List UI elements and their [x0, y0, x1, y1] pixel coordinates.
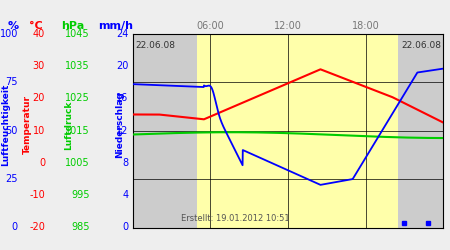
Text: 30: 30	[33, 61, 45, 71]
Text: 8: 8	[122, 158, 128, 168]
Text: 22.06.08: 22.06.08	[135, 41, 175, 50]
Text: Erstellt: 19.01.2012 10:51: Erstellt: 19.01.2012 10:51	[181, 214, 289, 223]
Text: %: %	[7, 21, 18, 31]
Text: 24: 24	[116, 29, 128, 39]
Text: 0: 0	[122, 222, 128, 232]
Text: 1005: 1005	[65, 158, 90, 168]
Text: 0: 0	[12, 222, 18, 232]
Text: 1015: 1015	[65, 126, 90, 136]
Text: 16: 16	[116, 93, 128, 103]
Text: 100: 100	[0, 29, 18, 39]
Text: °C: °C	[29, 21, 43, 31]
Text: 75: 75	[5, 77, 18, 87]
Text: hPa: hPa	[61, 21, 84, 31]
Text: 985: 985	[72, 222, 90, 232]
Text: -10: -10	[29, 190, 45, 200]
Bar	[198, 34, 398, 228]
Text: 50: 50	[5, 126, 18, 136]
Text: 20: 20	[32, 93, 45, 103]
Text: 1045: 1045	[65, 29, 90, 39]
Text: Niederschlag: Niederschlag	[115, 92, 124, 158]
Text: 12: 12	[116, 126, 128, 136]
Text: Temperatur: Temperatur	[22, 96, 32, 154]
Text: 0: 0	[39, 158, 45, 168]
Text: 1035: 1035	[65, 61, 90, 71]
Text: 12:00: 12:00	[274, 21, 302, 31]
Text: 25: 25	[5, 174, 18, 184]
Text: 4: 4	[122, 190, 128, 200]
Text: 10: 10	[33, 126, 45, 136]
Text: Luftfeuchtigkeit: Luftfeuchtigkeit	[1, 84, 10, 166]
Text: mm/h: mm/h	[98, 21, 133, 31]
Text: 06:00: 06:00	[197, 21, 224, 31]
Text: 20: 20	[116, 61, 128, 71]
Text: -20: -20	[29, 222, 45, 232]
Text: 40: 40	[33, 29, 45, 39]
Text: 995: 995	[72, 190, 90, 200]
Text: 1025: 1025	[65, 93, 90, 103]
Text: 22.06.08: 22.06.08	[401, 41, 441, 50]
Text: 18:00: 18:00	[352, 21, 379, 31]
Text: Luftdruck: Luftdruck	[64, 100, 73, 150]
